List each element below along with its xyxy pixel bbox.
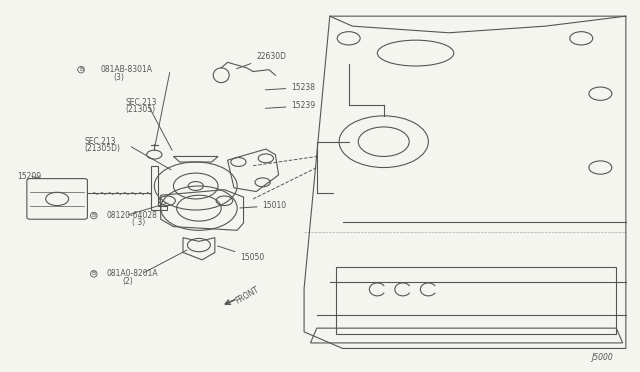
Text: J5000: J5000 (591, 353, 613, 362)
Text: (21305D): (21305D) (84, 144, 120, 153)
Text: 15238: 15238 (266, 83, 316, 92)
Text: 15010: 15010 (240, 201, 287, 210)
Text: (21305): (21305) (125, 105, 156, 114)
Text: SEC.213: SEC.213 (125, 98, 157, 107)
Text: 15239: 15239 (266, 102, 316, 110)
Text: SEC.213: SEC.213 (84, 137, 116, 145)
Text: 081A0-8201A: 081A0-8201A (106, 269, 158, 278)
Text: FRONT: FRONT (234, 285, 261, 306)
Text: 22630D: 22630D (237, 52, 286, 69)
Text: B: B (92, 272, 96, 276)
Text: B: B (92, 213, 96, 218)
Text: (2): (2) (122, 277, 133, 286)
Text: B: B (79, 67, 83, 72)
Text: 15209: 15209 (17, 171, 42, 181)
Text: ( 3): ( 3) (132, 218, 145, 227)
Text: (3): (3) (113, 73, 124, 81)
Text: 08120-64028: 08120-64028 (106, 211, 157, 220)
Text: 081AB-8301A: 081AB-8301A (100, 65, 152, 74)
Text: 15050: 15050 (218, 246, 264, 262)
